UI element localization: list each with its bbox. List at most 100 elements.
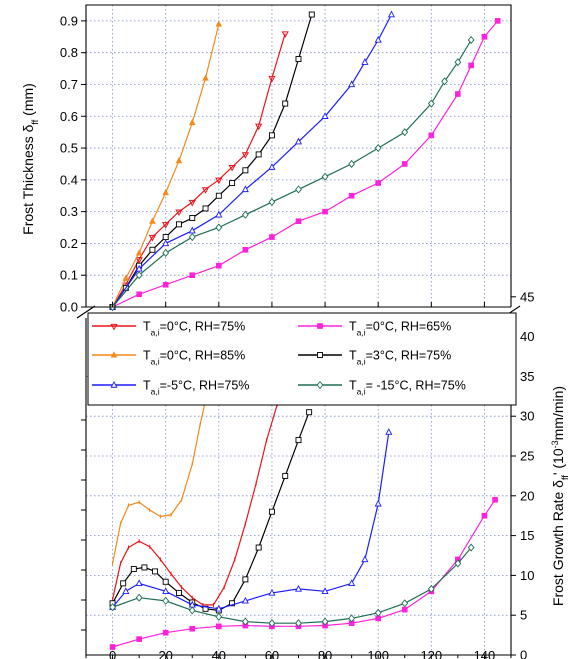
- data-point: [374, 35, 382, 43]
- legend-item-am15_75: Ta,i= -15°C, RH=75%: [298, 379, 466, 397]
- bottom-y-tick-label: 25: [520, 449, 534, 464]
- data-point: [321, 112, 329, 119]
- data-point: [348, 80, 356, 88]
- bottom-x-tick-label: 140: [474, 648, 496, 659]
- data-point: [481, 33, 488, 40]
- top-series-a3_75: [109, 11, 315, 310]
- bottom-x-tick-label: 0: [109, 648, 116, 659]
- data-point: [215, 210, 223, 218]
- data-point: [215, 604, 223, 612]
- data-point: [136, 636, 142, 642]
- bottom-y-tick-label: 5: [520, 608, 527, 623]
- bottom-y-tick-label: 35: [520, 369, 534, 384]
- bottom-series-line: [112, 432, 390, 610]
- bottom-y-tick-label: 15: [520, 528, 534, 543]
- data-point: [229, 600, 236, 607]
- bottom-y-tick-label: 20: [520, 488, 534, 503]
- data-point: [268, 198, 276, 207]
- bottom-x-tick-label: 100: [367, 648, 389, 659]
- bottom-series-line: [112, 547, 472, 624]
- legend-marker: [110, 380, 118, 388]
- data-point: [242, 167, 249, 174]
- data-point: [162, 578, 169, 585]
- data-point: [175, 209, 183, 217]
- data-point: [215, 262, 222, 269]
- data-point: [348, 614, 356, 623]
- data-point: [295, 437, 302, 444]
- data-point: [215, 612, 223, 621]
- data-point: [215, 192, 222, 199]
- tick-labels: 0.0 0.1 0.2 0.3 0.4 0.5 0.6 0.7 0.8 0.9 0 5 10 15 20 25…: [60, 13, 535, 659]
- bottom-series-am5_75: [109, 428, 393, 612]
- data-point: [385, 428, 393, 435]
- data-point: [308, 11, 315, 18]
- legend-item-a0_75: Ta,i=0°C, RH=75%: [92, 320, 245, 338]
- data-point: [268, 619, 276, 628]
- top-y-tick-label: 0.4: [60, 172, 78, 187]
- data-point: [282, 100, 289, 107]
- data-point: [268, 588, 276, 596]
- bottom-y-tick-label: 40: [520, 329, 534, 344]
- data-point: [241, 617, 249, 626]
- legend-marker: [110, 323, 118, 331]
- data-point: [215, 623, 222, 630]
- data-point: [188, 606, 196, 615]
- bottom-y-tick-label: 30: [520, 409, 534, 424]
- legend-item-am5_75: Ta,i=-5°C, RH=75%: [92, 379, 249, 397]
- legend: Ta,i=0°C, RH=75% Ta,i=0°C, RH=65% Ta,i=0°C…: [87, 312, 517, 406]
- data-point: [175, 589, 182, 596]
- top-axis-frame: [85, 4, 512, 307]
- data-point: [162, 587, 170, 595]
- bottom-series-line: [112, 411, 310, 612]
- data-point: [348, 579, 356, 587]
- data-point: [228, 164, 236, 172]
- data-point: [492, 496, 498, 503]
- data-point: [321, 617, 329, 626]
- top-series-am15_75: [109, 35, 475, 312]
- data-point: [149, 217, 156, 224]
- data-point: [229, 180, 236, 186]
- data-point: [188, 226, 196, 234]
- top-series-line: [112, 33, 286, 308]
- top-panel-series: [108, 10, 501, 312]
- data-point: [281, 31, 289, 39]
- data-point: [135, 271, 143, 280]
- data-point: [241, 185, 249, 193]
- data-point: [374, 143, 382, 153]
- data-point: [321, 172, 329, 181]
- data-point: [215, 223, 223, 232]
- data-point: [481, 512, 488, 519]
- data-point: [401, 161, 408, 167]
- data-point: [374, 608, 382, 617]
- top-y-tick-label: 0.3: [60, 204, 78, 219]
- data-point: [148, 234, 157, 242]
- data-point: [361, 58, 369, 65]
- data-point: [162, 596, 170, 605]
- data-point: [188, 233, 196, 242]
- data-point: [162, 281, 169, 288]
- data-point: [454, 58, 462, 67]
- data-point: [215, 20, 223, 27]
- data-point: [361, 555, 369, 563]
- data-point: [135, 579, 143, 587]
- data-point: [269, 234, 275, 240]
- legend-box: [87, 312, 517, 406]
- data-point: [188, 118, 196, 126]
- data-point: [295, 619, 302, 628]
- data-point: [387, 10, 396, 18]
- data-point: [468, 62, 474, 69]
- data-point: [130, 566, 137, 573]
- data-point: [241, 210, 249, 219]
- bottom-panel-series: [109, 370, 498, 650]
- axes: [76, 4, 521, 659]
- data-point: [202, 205, 209, 212]
- data-point: [322, 208, 328, 215]
- data-point: [162, 234, 169, 241]
- top-series-line: [112, 14, 313, 308]
- bottom-series-a0_65: [109, 496, 498, 650]
- data-point: [242, 576, 249, 583]
- data-point: [109, 603, 116, 612]
- bottom-x-tick-label: 40: [212, 648, 226, 659]
- bottom-x-tick-label: 60: [265, 648, 279, 659]
